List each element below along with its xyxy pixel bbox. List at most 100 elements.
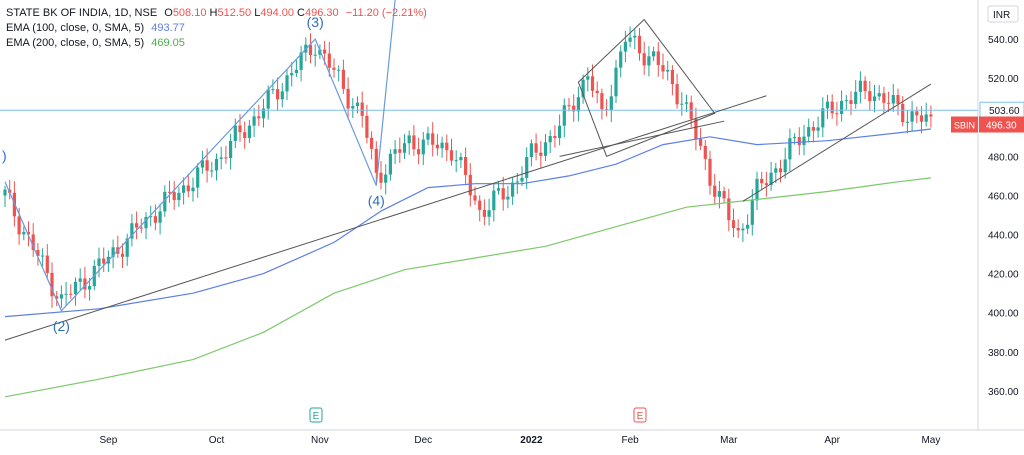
candle-body (196, 167, 200, 188)
candle-body (872, 96, 877, 102)
candle-body (238, 125, 242, 133)
candle-body (26, 232, 31, 235)
candle-body (290, 72, 294, 76)
candle-body (652, 51, 656, 57)
candle-body (868, 91, 872, 102)
candle-body (778, 168, 783, 173)
candle-body (341, 69, 345, 89)
y-tick-label: 520.00 (988, 74, 1019, 85)
candle-body (252, 116, 256, 126)
candle-body (285, 75, 289, 92)
candle-body (586, 76, 590, 80)
candle-body (351, 106, 355, 109)
y-tick-label: 360.00 (988, 387, 1019, 398)
candle-body (299, 52, 303, 70)
y-tick-label: 380.00 (988, 348, 1019, 359)
candle-body (811, 127, 815, 131)
candle-body (482, 209, 486, 217)
candle-body (609, 96, 613, 111)
wave-label-partial: ) (2, 147, 7, 163)
candle-body (182, 185, 186, 193)
candle-body (717, 191, 721, 197)
candle-body (186, 185, 190, 192)
diamond-pattern (577, 18, 716, 158)
candle-body (158, 211, 162, 223)
candle-body (797, 137, 801, 145)
legend-ema100-value: 493.77 (151, 22, 185, 34)
candle-body (713, 185, 717, 197)
candle-body (614, 67, 618, 97)
candle-body (623, 41, 627, 52)
candle-body (139, 227, 143, 229)
x-tick-label: Nov (311, 435, 329, 446)
candle-body (675, 84, 679, 105)
legend-symbol: STATE BK OF INDIA, 1D, NSE (6, 7, 158, 19)
candle-body (308, 44, 313, 56)
symbol-badge-box (951, 116, 978, 133)
legend-low-label: L (254, 7, 261, 19)
candle-body (398, 149, 402, 153)
candle-body (64, 293, 68, 295)
candle-body (431, 133, 435, 145)
wave-label: (4) (368, 193, 385, 209)
candle-body (224, 157, 228, 159)
event-marker: E (637, 411, 644, 422)
candle-body (915, 111, 919, 116)
trendline-short (559, 120, 725, 157)
candle-body (576, 97, 580, 112)
trendline-apr (742, 83, 932, 202)
candle-body (388, 153, 392, 175)
candle-body (680, 103, 684, 105)
legend-close: 496.30 (305, 7, 339, 19)
candle-body (257, 116, 261, 119)
candle-body (261, 108, 266, 119)
x-tick-label: Oct (209, 435, 225, 446)
candle-body (50, 272, 54, 297)
candle-body (393, 149, 397, 154)
event-marker: E (313, 411, 320, 422)
candle-body (816, 127, 820, 131)
legend-price-row: STATE BK OF INDIA, 1D, NSE O508.10 H512.… (6, 6, 427, 21)
candle-body (22, 232, 26, 235)
candle-body (280, 91, 284, 100)
ema200-line (4, 177, 931, 398)
candle-body (55, 296, 59, 299)
event-marker-box (633, 407, 647, 423)
candle-body (177, 192, 181, 201)
candle-body (205, 160, 209, 171)
candle-body (736, 227, 740, 231)
candle-body (323, 49, 327, 54)
candle-body (45, 255, 49, 273)
candle-body (849, 100, 853, 104)
candle-body (863, 80, 867, 92)
candle-body (59, 294, 63, 299)
x-tick-label: Apr (824, 435, 840, 446)
candle-body (515, 181, 519, 183)
candle-body (825, 101, 830, 109)
legend-ema200-value: 469.05 (151, 37, 185, 49)
candle-body (628, 37, 632, 42)
wave-label: (3) (307, 14, 324, 30)
candle-body (337, 69, 341, 71)
candle-body (120, 253, 125, 257)
legend-ema100-row: EMA (100, close, 0, SMA, 5) 493.77 (6, 21, 427, 36)
candle-body (88, 286, 92, 290)
y-tick-label: 480.00 (988, 152, 1019, 163)
candle-body (731, 220, 736, 228)
candle-body (835, 113, 839, 115)
candle-body (449, 150, 454, 161)
candle-body (562, 105, 566, 126)
candle-body (435, 144, 439, 149)
candle-body (694, 118, 698, 140)
y-tick-label: 400.00 (988, 309, 1019, 320)
event-marker-box (309, 407, 323, 423)
currency-label: INR (993, 10, 1010, 21)
x-tick-label: Sep (100, 435, 118, 446)
candle-body (374, 148, 378, 173)
candle-body (558, 125, 562, 139)
candle-body (595, 90, 599, 94)
candle-body (97, 258, 101, 266)
candle-body (840, 100, 844, 115)
